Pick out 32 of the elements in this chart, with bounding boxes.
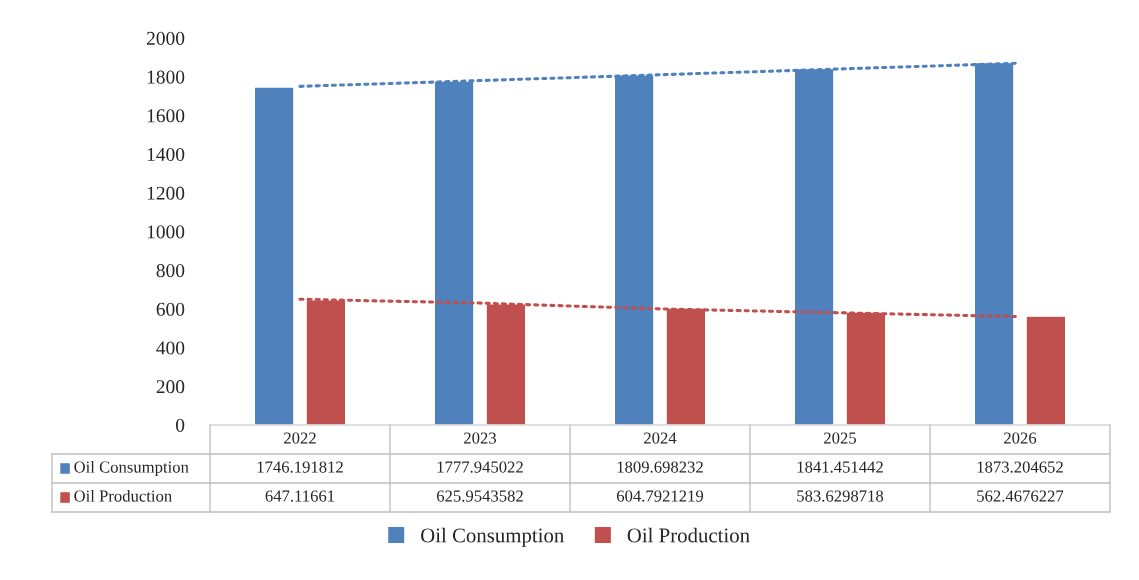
legend-label: Oil Production xyxy=(627,527,750,543)
text: Oil Consumption xyxy=(421,527,564,547)
y-tick-label: 0 xyxy=(176,418,185,432)
y-tick-label: 200 xyxy=(156,380,185,394)
y-tick-label: 800 xyxy=(156,264,185,278)
y-tick-label: 1800 xyxy=(147,70,185,84)
legend-label: Oil Consumption xyxy=(74,460,189,477)
data-label: 1873.204652 xyxy=(977,461,1063,473)
x-tick-label: 2025 xyxy=(824,432,857,444)
data-label: 625.9543582 xyxy=(436,490,523,502)
data-label: 562.4676227 xyxy=(977,490,1064,502)
data-label: 1809.698232 xyxy=(617,461,703,473)
y-tick-label: 1600 xyxy=(147,109,185,123)
x-tick-label: 2022 xyxy=(284,432,316,444)
x-tick-label: 2023 xyxy=(464,432,497,444)
bar xyxy=(1025,315,1067,425)
x-tick-label: 2026 xyxy=(1004,432,1037,444)
y-tick-label: 600 xyxy=(156,302,185,316)
data-label: 583.6298718 xyxy=(797,490,884,502)
data-label: 1841.451442 xyxy=(797,461,883,473)
data-label: 1777.945022 xyxy=(437,461,523,473)
data-label: 1746.191812 xyxy=(257,461,343,473)
text: Oil Production xyxy=(74,489,172,502)
y-tick-label: 1400 xyxy=(147,147,185,162)
y-tick-label: 400 xyxy=(156,341,185,355)
bar xyxy=(253,86,295,425)
x-tick-label: 2024 xyxy=(644,432,677,444)
y-tick-label: 1200 xyxy=(147,186,185,200)
y-tick-label: 1000 xyxy=(147,225,185,239)
data-label: 647.11661 xyxy=(265,490,335,502)
data-label: 604.7921219 xyxy=(616,490,704,502)
y-tick-label: 2000 xyxy=(146,31,185,45)
